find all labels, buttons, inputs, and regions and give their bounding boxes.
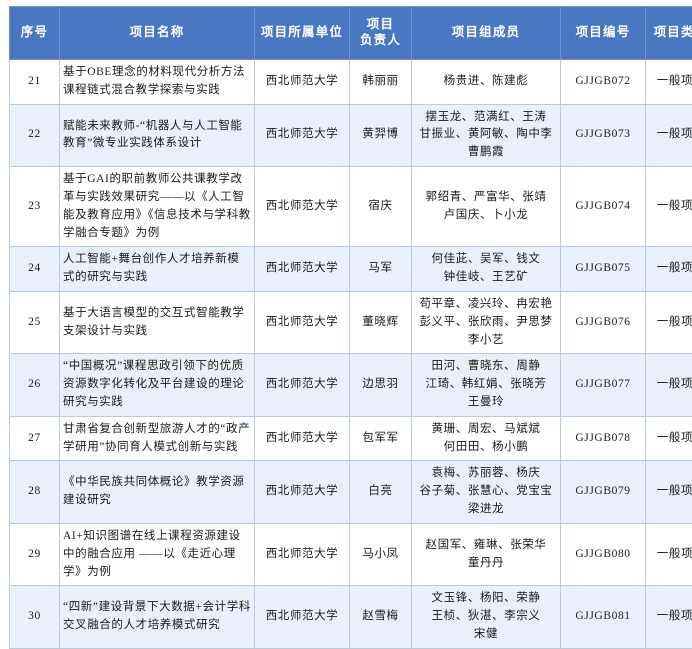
column-header-members: 项目组成员 [412, 7, 561, 60]
cell-members: 郭绍青、严富华、张靖 卢国庆、卜小龙 [412, 167, 561, 247]
cell-project-name: AI+知识图谱在线上课程资源建设中的融合应用 ——以《走近心理学》为例 [60, 523, 255, 585]
cell-leader: 宿庆 [350, 167, 412, 247]
cell-type: 一般项目 [646, 60, 692, 105]
column-header-code: 项目编号 [561, 7, 646, 60]
column-header-leader: 项目 负责人 [350, 7, 412, 60]
cell-type: 一般项目 [646, 167, 692, 247]
cell-leader: 白亮 [350, 461, 412, 523]
cell-seq: 22 [10, 104, 60, 166]
cell-project-name: 基于大语言模型的交互式智能教学支架设计与实践 [60, 291, 255, 353]
cell-unit: 西北师范大学 [255, 523, 350, 585]
table-row: 26“中国概况”课程思政引领下的优质资源数字化转化及平台建设的理论研究与实践西北… [10, 354, 692, 416]
cell-code: GJJGB081 [561, 586, 646, 648]
cell-leader: 黄羿博 [350, 104, 412, 166]
cell-members: 黄珊、周宏、马斌斌 何田田、杨小鹏 [412, 416, 561, 461]
cell-type: 一般项目 [646, 416, 692, 461]
cell-code: GJJGB072 [561, 60, 646, 105]
cell-project-name: 甘肃省复合创新型旅游人才的“政产学研用”协同育人模式创新与实践 [60, 416, 255, 461]
cell-project-name: 基于OBE理念的材料现代分析方法课程链式混合教学探索与实践 [60, 60, 255, 105]
cell-unit: 西北师范大学 [255, 291, 350, 353]
cell-unit: 西北师范大学 [255, 416, 350, 461]
cell-type: 一般项目 [646, 523, 692, 585]
column-header-project-name: 项目名称 [60, 7, 255, 60]
column-header-unit: 项目所属单位 [255, 7, 350, 60]
cell-code: GJJGB075 [561, 247, 646, 292]
cell-members: 何佳茈、吴军、钱文 钟佳岐、王艺矿 [412, 247, 561, 292]
cell-members: 袁梅、苏丽蓉、杨庆 谷子菊、张慧心、党宝宝 梁进龙 [412, 461, 561, 523]
cell-seq: 27 [10, 416, 60, 461]
cell-project-name: “四新”建设背景下大数据+会计学科交叉融合的人才培养模式研究 [60, 586, 255, 648]
table-row: 30“四新”建设背景下大数据+会计学科交叉融合的人才培养模式研究西北师范大学赵雪… [10, 586, 692, 648]
cell-seq: 25 [10, 291, 60, 353]
cell-type: 一般项目 [646, 586, 692, 648]
cell-code: GJJGB077 [561, 354, 646, 416]
cell-project-name: 赋能未来教师-“机器人与人工智能教育”微专业实践体系设计 [60, 104, 255, 166]
cell-code: GJJGB073 [561, 104, 646, 166]
cell-seq: 28 [10, 461, 60, 523]
table-header: 序号 项目名称 项目所属单位 项目 负责人 项目组成员 项目编号 项目类型 [10, 7, 692, 60]
cell-project-name: 基于GAI的职前教师公共课教学改革与实践效果研究——以《人工智能及教育应用》《信… [60, 167, 255, 247]
cell-leader: 董晓辉 [350, 291, 412, 353]
cell-project-name: “中国概况”课程思政引领下的优质资源数字化转化及平台建设的理论研究与实践 [60, 354, 255, 416]
cell-leader: 马军 [350, 247, 412, 292]
cell-seq: 24 [10, 247, 60, 292]
cell-unit: 西北师范大学 [255, 60, 350, 105]
cell-members: 赵国军、雍琳、张荣华 童丹丹 [412, 523, 561, 585]
project-list-table: 序号 项目名称 项目所属单位 项目 负责人 项目组成员 项目编号 项目类型 21… [9, 6, 692, 649]
column-header-seq: 序号 [10, 7, 60, 60]
cell-members: 杨贵进、陈建彪 [412, 60, 561, 105]
column-header-type: 项目类型 [646, 7, 692, 60]
cell-type: 一般项目 [646, 247, 692, 292]
cell-members: 苟平章、凌兴玲、冉宏艳 彭义平、张欣雨、尹思梦 李小艺 [412, 291, 561, 353]
cell-seq: 30 [10, 586, 60, 648]
table-row: 28《中华民族共同体概论》教学资源建设研究西北师范大学白亮袁梅、苏丽蓉、杨庆 谷… [10, 461, 692, 523]
cell-code: GJJGB080 [561, 523, 646, 585]
cell-members: 田河、曹晓东、周静 江琦、韩红娟、张晓芳 王曼玲 [412, 354, 561, 416]
cell-leader: 赵雪梅 [350, 586, 412, 648]
cell-leader: 韩丽丽 [350, 60, 412, 105]
cell-type: 一般项目 [646, 291, 692, 353]
cell-unit: 西北师范大学 [255, 586, 350, 648]
cell-type: 一般项目 [646, 354, 692, 416]
cell-unit: 西北师范大学 [255, 247, 350, 292]
cell-leader: 边思羽 [350, 354, 412, 416]
cell-unit: 西北师范大学 [255, 104, 350, 166]
cell-leader: 包军军 [350, 416, 412, 461]
cell-unit: 西北师范大学 [255, 461, 350, 523]
cell-members: 摆玉龙、范满红、王涛 甘振业、黄阿敏、陶中李 曹鹏霞 [412, 104, 561, 166]
cell-seq: 23 [10, 167, 60, 247]
cell-code: GJJGB074 [561, 167, 646, 247]
cell-project-name: 《中华民族共同体概论》教学资源建设研究 [60, 461, 255, 523]
cell-type: 一般项目 [646, 104, 692, 166]
cell-members: 文玉锋、杨阳、荣静 王桢、狄湛、李宗义 宋健 [412, 586, 561, 648]
table-header-row: 序号 项目名称 项目所属单位 项目 负责人 项目组成员 项目编号 项目类型 [10, 7, 692, 60]
cell-type: 一般项目 [646, 461, 692, 523]
cell-seq: 29 [10, 523, 60, 585]
cell-unit: 西北师范大学 [255, 167, 350, 247]
cell-code: GJJGB076 [561, 291, 646, 353]
cell-seq: 21 [10, 60, 60, 105]
cell-project-name: 人工智能+舞台创作人才培养新模式的研究与实践 [60, 247, 255, 292]
cell-code: GJJGB079 [561, 461, 646, 523]
cell-code: GJJGB078 [561, 416, 646, 461]
cell-leader: 马小凤 [350, 523, 412, 585]
cell-unit: 西北师范大学 [255, 354, 350, 416]
cell-seq: 26 [10, 354, 60, 416]
